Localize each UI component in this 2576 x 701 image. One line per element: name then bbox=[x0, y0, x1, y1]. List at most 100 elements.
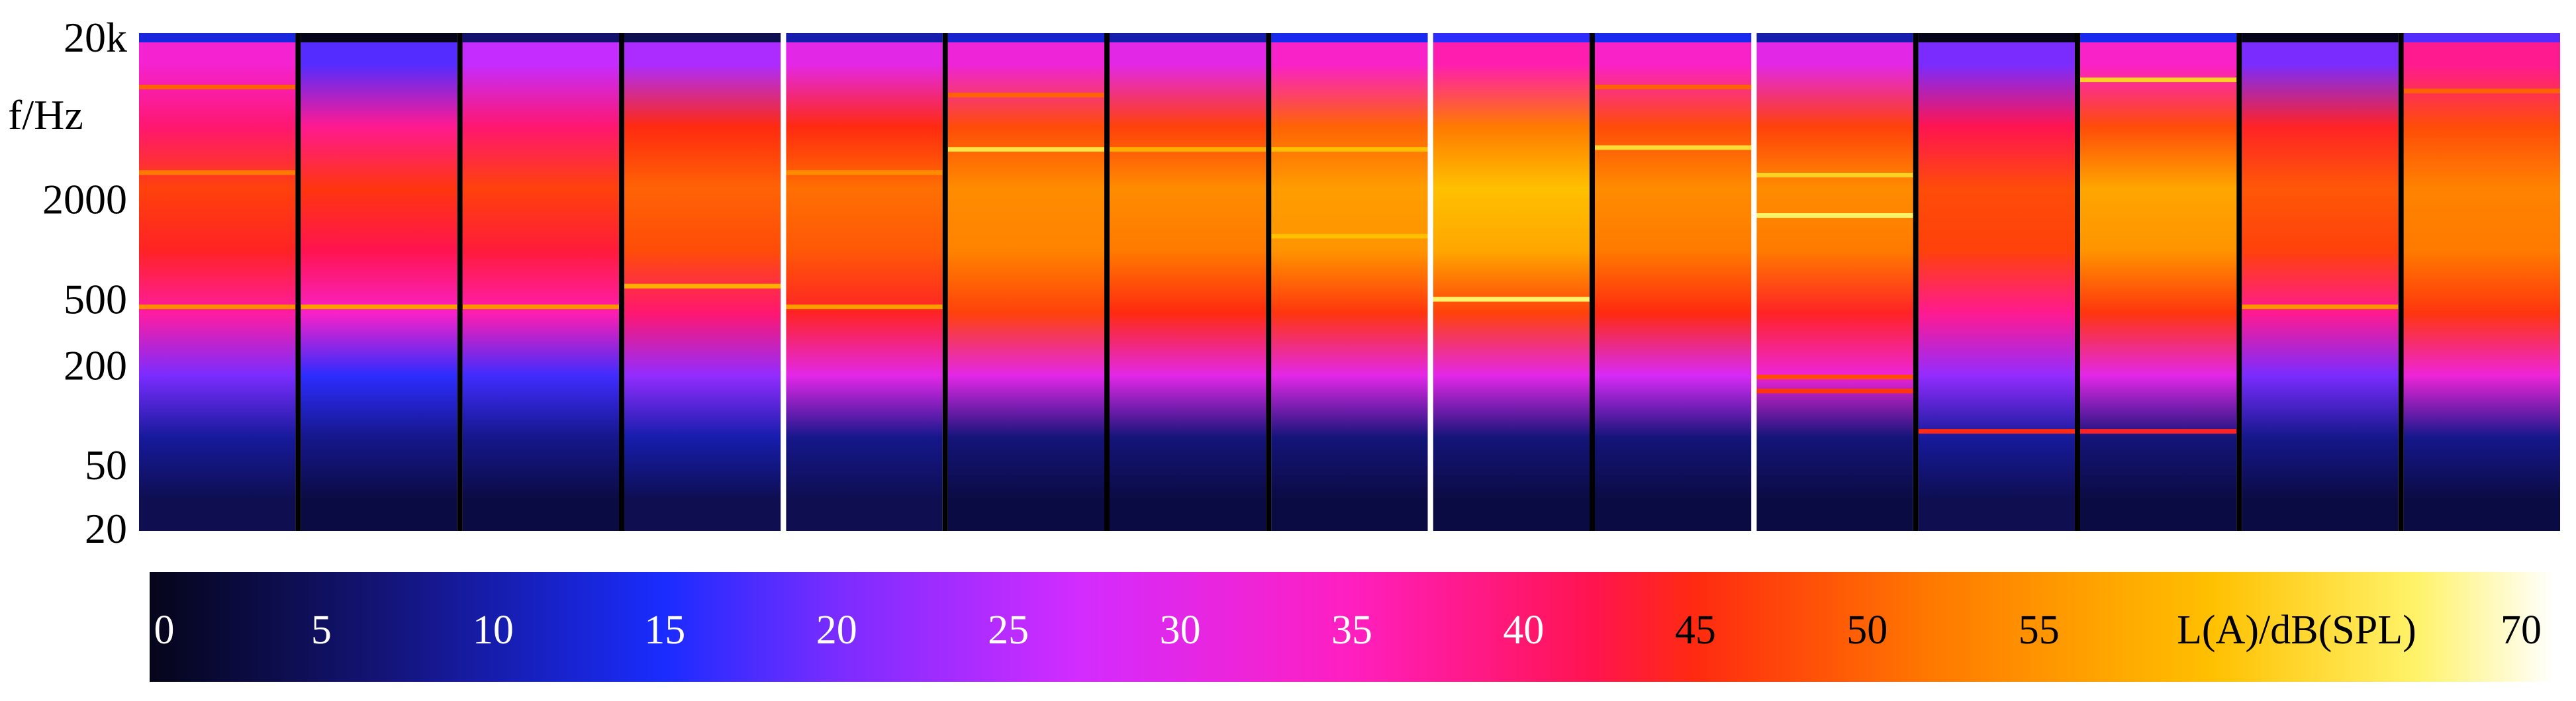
panel-background bbox=[2403, 33, 2560, 531]
spectrogram-panel bbox=[1271, 33, 1428, 531]
panel-separator bbox=[1590, 33, 1595, 531]
panel-background bbox=[1433, 33, 1590, 531]
tonal-peak-line bbox=[1756, 173, 1913, 177]
panel-top-band bbox=[139, 33, 296, 42]
panel-background bbox=[624, 33, 781, 531]
tonal-peak-line bbox=[2080, 429, 2237, 434]
panel-background bbox=[139, 33, 296, 531]
colorbar-ticks: 0 5 10 15 20 25 30 35 40 45 50 55 70 bbox=[154, 608, 2542, 653]
tonal-peak-line bbox=[1271, 147, 1428, 152]
colorbar: 0 5 10 15 20 25 30 35 40 45 50 55 70 L(A)/dB(SPL) bbox=[150, 572, 2554, 682]
panel-separator bbox=[619, 33, 624, 531]
y-tick-label: 2000 bbox=[42, 176, 127, 223]
colorbar-tick-label: 35 bbox=[1331, 608, 1372, 653]
panel-top-band bbox=[947, 33, 1104, 42]
panel-separator bbox=[2236, 33, 2242, 531]
panel-top-band bbox=[2403, 33, 2560, 42]
group-separators bbox=[295, 33, 2404, 531]
spectrogram-panel bbox=[786, 33, 943, 531]
y-tick-label: 200 bbox=[64, 342, 127, 389]
panel-background bbox=[1756, 33, 1913, 531]
tonal-peak-line bbox=[786, 170, 943, 175]
panel-top-band bbox=[1433, 33, 1590, 42]
panel-top-band bbox=[1110, 33, 1266, 42]
tonal-peak-line bbox=[1433, 297, 1590, 302]
panel-background bbox=[947, 33, 1104, 531]
spectrogram-panel bbox=[2242, 33, 2399, 531]
panel-background bbox=[2242, 33, 2399, 531]
panel-top-band bbox=[1595, 33, 1752, 42]
panel-top-band bbox=[2242, 33, 2399, 42]
spectrogram-panel bbox=[2080, 33, 2237, 531]
tonal-peak-line bbox=[1756, 375, 1913, 379]
panel-top-band bbox=[2080, 33, 2237, 42]
y-tick-label: 50 bbox=[85, 442, 127, 489]
tonal-peak-line bbox=[2242, 304, 2399, 310]
group-separator bbox=[781, 33, 787, 531]
tonal-peak-line bbox=[139, 170, 296, 175]
tonal-peak-line bbox=[139, 85, 296, 89]
panel-separator bbox=[1266, 33, 1272, 531]
panel-top-band bbox=[786, 33, 943, 42]
colorbar-tick-label: 20 bbox=[816, 608, 857, 653]
spectrogram-panel bbox=[139, 33, 296, 531]
tonal-peak-line bbox=[624, 283, 781, 289]
panel-separator bbox=[457, 33, 463, 531]
y-tick-label: 20k bbox=[64, 14, 127, 61]
panel-background bbox=[1918, 33, 2075, 531]
y-tick-label: 20 bbox=[85, 505, 127, 552]
panel-separator bbox=[1104, 33, 1110, 531]
panel-separator bbox=[295, 33, 301, 531]
tonal-peak-line bbox=[1756, 389, 1913, 394]
frequency-axis: f/Hz 20k 2000 500 200 50 20 bbox=[8, 14, 127, 552]
spectrogram-panel bbox=[1433, 33, 1590, 531]
tonal-peak-line bbox=[301, 304, 457, 310]
panel-top-band bbox=[1756, 33, 1913, 42]
panel-background bbox=[1271, 33, 1428, 531]
colorbar-tick-label: 50 bbox=[1846, 608, 1887, 653]
colorbar-tick-label: 70 bbox=[2501, 608, 2542, 653]
tonal-peak-line bbox=[786, 304, 943, 310]
spectrogram-panel bbox=[1595, 33, 1752, 531]
spectrogram-panel bbox=[301, 33, 457, 531]
colorbar-tick-label: 0 bbox=[154, 608, 175, 653]
tonal-peak-line bbox=[1110, 147, 1266, 152]
spectrogram-panel bbox=[1110, 33, 1266, 531]
tonal-peak-line bbox=[2080, 77, 2237, 83]
tonal-peak-line bbox=[1271, 234, 1428, 239]
spectrogram-panels bbox=[139, 33, 2560, 531]
tonal-peak-line bbox=[1756, 213, 1913, 218]
panel-separator bbox=[942, 33, 948, 531]
spectrogram-panel bbox=[624, 33, 781, 531]
colorbar-tick-label: 10 bbox=[473, 608, 514, 653]
tonal-peak-line bbox=[462, 304, 619, 310]
colorbar-tick-label: 15 bbox=[644, 608, 685, 653]
panel-top-band bbox=[462, 33, 619, 42]
group-separator bbox=[1427, 33, 1433, 531]
colorbar-tick-label: 45 bbox=[1675, 608, 1716, 653]
panel-background bbox=[1110, 33, 1266, 531]
colorbar-tick-label: 40 bbox=[1503, 608, 1544, 653]
group-separator bbox=[1751, 33, 1757, 531]
panel-top-band bbox=[1271, 33, 1428, 42]
spectrogram-panel bbox=[1756, 33, 1913, 531]
panel-background bbox=[786, 33, 943, 531]
colorbar-tick-label: 55 bbox=[2019, 608, 2060, 653]
panel-background bbox=[301, 33, 457, 531]
panel-top-band bbox=[1918, 33, 2075, 42]
colorbar-scale bbox=[150, 572, 2554, 682]
tonal-peak-line bbox=[1918, 429, 2075, 434]
panel-separator bbox=[1913, 33, 1919, 531]
panel-separator bbox=[2398, 33, 2404, 531]
tonal-peak-line bbox=[947, 93, 1104, 98]
panel-separator bbox=[2075, 33, 2080, 531]
y-tick-label: 500 bbox=[64, 276, 127, 323]
tonal-peak-line bbox=[1595, 145, 1752, 150]
tonal-peak-line bbox=[947, 147, 1104, 152]
panel-background bbox=[462, 33, 619, 531]
panel-top-band bbox=[624, 33, 781, 42]
panel-top-band bbox=[301, 33, 457, 42]
colorbar-tick-label: 5 bbox=[311, 608, 332, 653]
colorbar-tick-label: 30 bbox=[1160, 608, 1201, 653]
